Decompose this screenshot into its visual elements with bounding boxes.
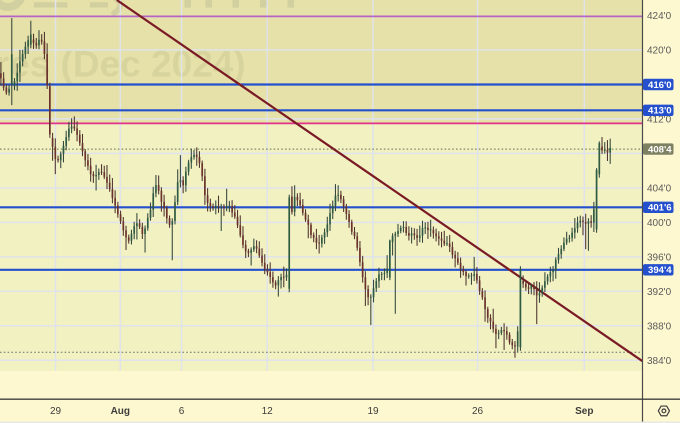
svg-text:413'0: 413'0 bbox=[648, 106, 672, 117]
svg-text:392'0: 392'0 bbox=[647, 287, 672, 298]
svg-text:Aug: Aug bbox=[111, 406, 130, 417]
svg-text:396'0: 396'0 bbox=[647, 252, 672, 263]
svg-text:400'0: 400'0 bbox=[647, 218, 672, 229]
svg-text:19: 19 bbox=[367, 406, 379, 417]
svg-text:388'0: 388'0 bbox=[647, 321, 672, 332]
svg-text:26: 26 bbox=[472, 406, 484, 417]
svg-text:384'0: 384'0 bbox=[647, 356, 672, 367]
svg-text:Sep: Sep bbox=[575, 406, 593, 417]
svg-text:416'0: 416'0 bbox=[648, 80, 672, 91]
svg-text:12: 12 bbox=[262, 406, 274, 417]
svg-text:408'4: 408'4 bbox=[648, 145, 672, 156]
svg-text:29: 29 bbox=[50, 406, 62, 417]
svg-text:424'0: 424'0 bbox=[647, 11, 672, 22]
svg-text:404'0: 404'0 bbox=[647, 183, 672, 194]
svg-text:401'6: 401'6 bbox=[648, 203, 672, 214]
svg-text:394'4: 394'4 bbox=[648, 265, 672, 276]
svg-text:6: 6 bbox=[179, 406, 185, 417]
svg-text:412'0: 412'0 bbox=[647, 114, 672, 125]
svg-text:420'0: 420'0 bbox=[647, 46, 672, 57]
